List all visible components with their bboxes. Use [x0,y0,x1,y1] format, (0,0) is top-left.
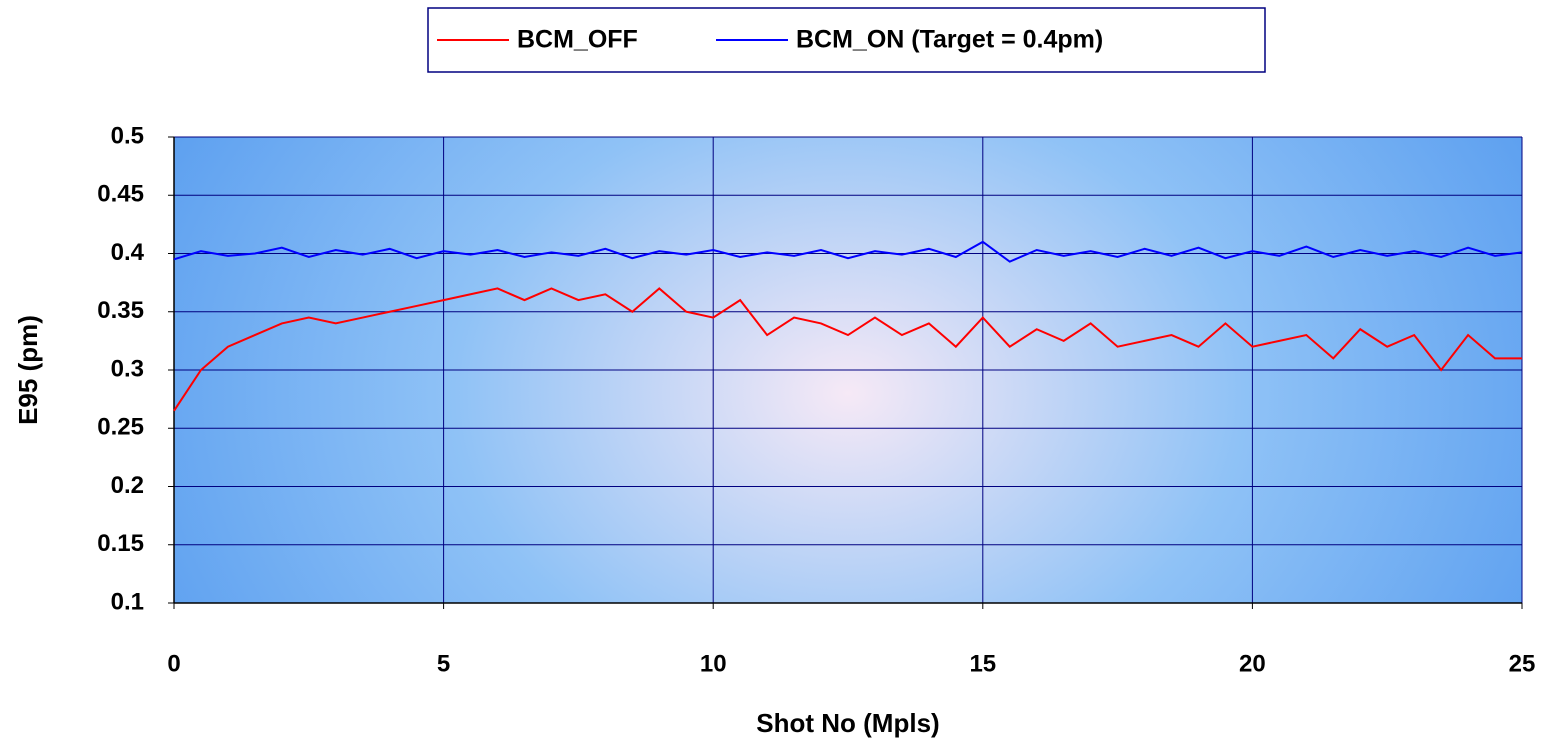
x-tick-label: 0 [167,650,180,677]
x-tick-label: 25 [1509,650,1536,677]
y-tick-label: 0.5 [111,122,144,149]
y-tick-label: 0.4 [111,239,145,266]
y-tick-label: 0.45 [97,181,144,208]
legend-label: BCM_ON (Target = 0.4pm) [796,26,1103,54]
x-tick-label: 15 [969,650,996,677]
series-line [173,287,1522,412]
series-line [173,240,1523,263]
y-tick-label: 0.35 [97,297,144,324]
x-tick-label: 5 [437,650,450,677]
legend [427,7,1266,73]
x-tick-label: 10 [700,650,727,677]
y-tick-label: 0.1 [111,588,144,615]
y-tick-label: 0.25 [97,414,144,441]
x-axis-title: Shot No (Mpls) [756,708,939,738]
y-tick-label: 0.3 [111,355,144,382]
x-tick-label: 20 [1239,650,1266,677]
legend-label: BCM_OFF [517,26,638,54]
y-axis-title: E95 (pm) [13,315,43,425]
y-tick-label: 0.2 [111,472,144,499]
y-tick-label: 0.15 [97,530,144,557]
